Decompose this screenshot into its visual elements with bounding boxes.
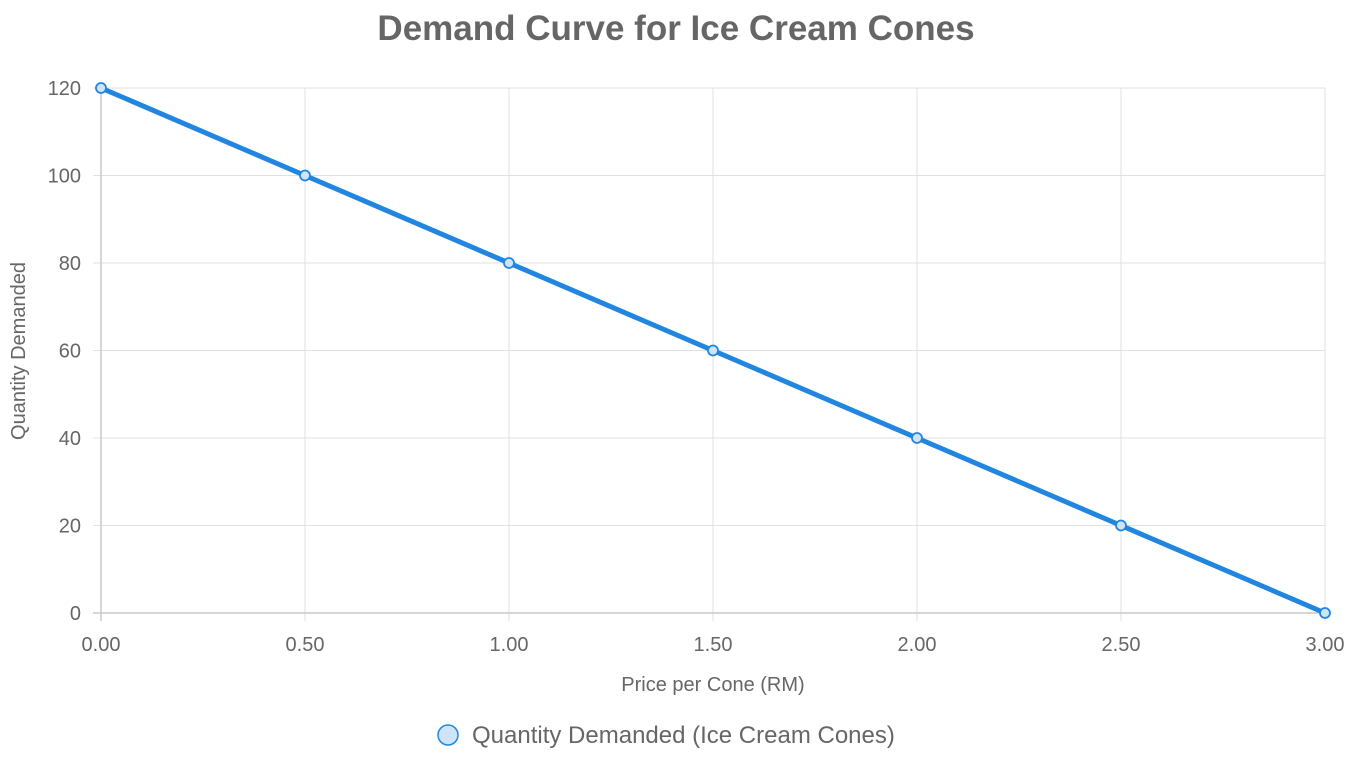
- data-point[interactable]: [1115, 519, 1127, 532]
- x-tick-label: 2.50: [1102, 634, 1141, 656]
- series: [95, 82, 1331, 619]
- data-point[interactable]: [95, 82, 107, 94]
- axes: [93, 88, 1325, 621]
- grid: [93, 87, 1326, 621]
- y-tick-label: 0: [70, 603, 81, 625]
- data-point[interactable]: [707, 344, 719, 357]
- x-tick-label: 1.50: [694, 634, 733, 656]
- x-tick-label: 3.00: [1306, 634, 1345, 656]
- chart-title: Demand Curve for Ice Cream Cones: [377, 9, 974, 48]
- y-tick-label: 120: [48, 78, 81, 100]
- data-point[interactable]: [911, 432, 923, 444]
- y-tick-label: 40: [59, 428, 81, 450]
- y-axis-title: Quantity Demanded: [8, 262, 30, 440]
- y-tick-label: 60: [59, 341, 81, 363]
- data-point[interactable]: [503, 257, 515, 269]
- y-tick-label: 100: [48, 166, 81, 188]
- x-tick-label: 0.00: [82, 634, 121, 656]
- y-tick-label: 20: [59, 516, 81, 538]
- legend-swatch[interactable]: [437, 724, 459, 746]
- x-axis-title: Price per Cone (RM): [621, 674, 804, 696]
- y-axis-ticks: 0 20 40 60 80 100 120: [48, 78, 81, 625]
- data-point[interactable]: [299, 169, 311, 182]
- y-tick-label: 80: [59, 253, 81, 275]
- legend-label[interactable]: Quantity Demanded (Ice Cream Cones): [472, 722, 895, 749]
- x-axis-ticks: 0.00 0.50 1.00 1.50 2.00 2.50 3.00: [82, 634, 1345, 656]
- legend[interactable]: Quantity Demanded (Ice Cream Cones): [437, 722, 895, 749]
- data-point[interactable]: [1319, 607, 1331, 619]
- x-tick-label: 0.50: [286, 634, 325, 656]
- x-tick-label: 2.00: [898, 634, 937, 656]
- x-tick-label: 1.00: [490, 634, 529, 656]
